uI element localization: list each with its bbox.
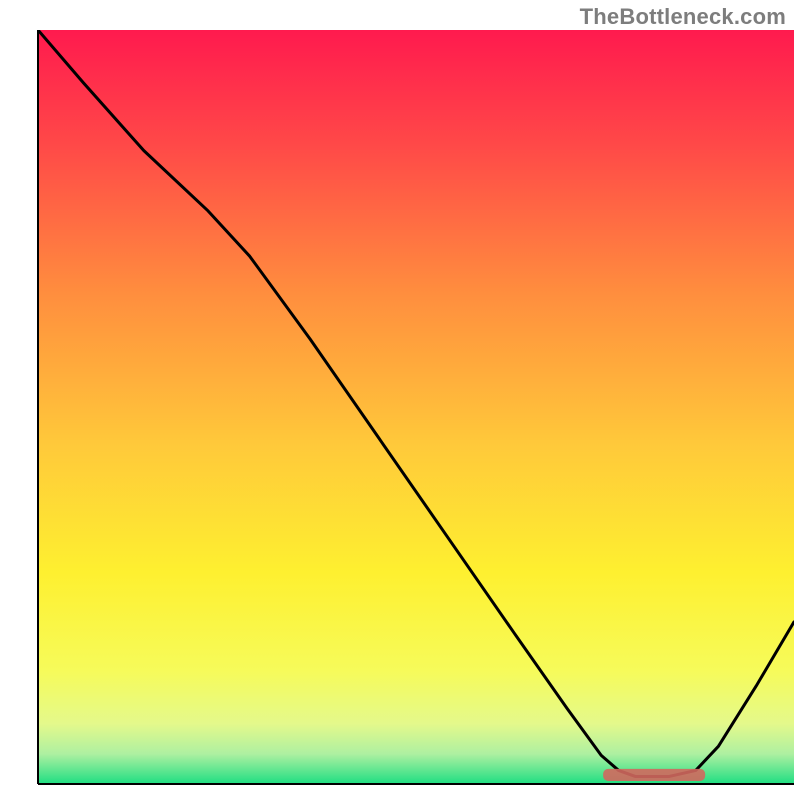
plot-area xyxy=(38,30,794,784)
bottleneck-chart xyxy=(0,0,800,800)
gradient-background xyxy=(38,30,794,784)
optimal-range-marker xyxy=(603,769,705,781)
chart-container: TheBottleneck.com xyxy=(0,0,800,800)
